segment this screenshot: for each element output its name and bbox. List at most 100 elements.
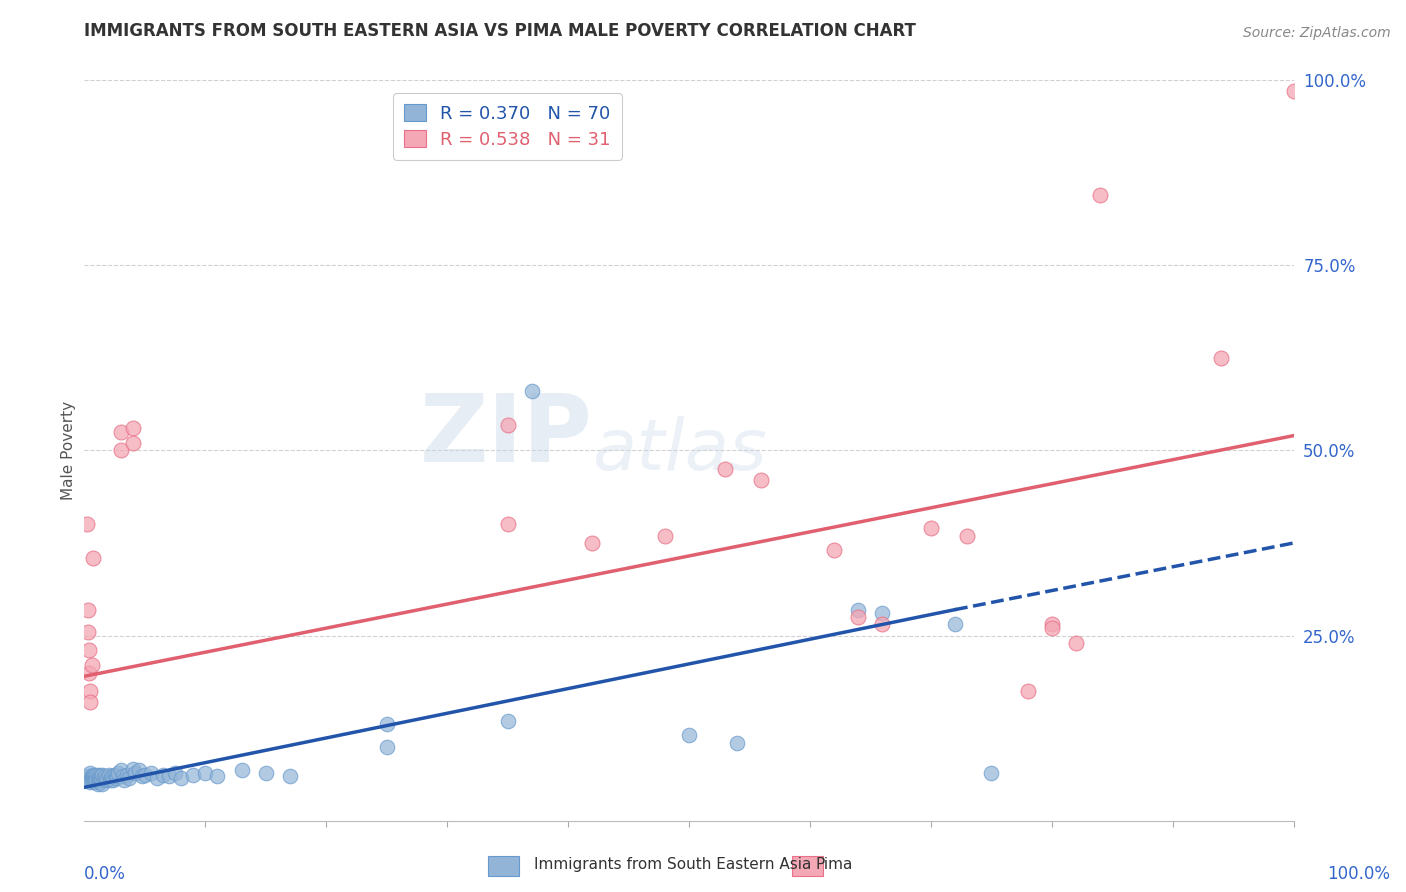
Point bbox=[91, 776, 114, 791]
Point bbox=[1209, 351, 1232, 365]
Point bbox=[91, 768, 114, 782]
Point bbox=[846, 602, 869, 616]
Point bbox=[93, 771, 115, 785]
Point bbox=[107, 765, 129, 780]
Point bbox=[128, 764, 150, 778]
Point bbox=[375, 739, 398, 754]
Point bbox=[654, 528, 676, 542]
Point bbox=[846, 610, 869, 624]
Point bbox=[96, 771, 118, 785]
Point bbox=[872, 607, 894, 621]
Point bbox=[725, 736, 748, 750]
Point bbox=[943, 617, 966, 632]
Point bbox=[207, 769, 229, 783]
Point bbox=[83, 775, 105, 789]
Point bbox=[152, 768, 174, 782]
Point bbox=[920, 521, 942, 535]
Text: Immigrants from South Eastern Asia: Immigrants from South Eastern Asia bbox=[534, 857, 811, 872]
Point bbox=[181, 768, 204, 782]
Point bbox=[1282, 84, 1305, 98]
Point bbox=[86, 776, 108, 791]
Point bbox=[97, 768, 120, 782]
Text: ZIP: ZIP bbox=[419, 390, 592, 482]
Point bbox=[170, 771, 193, 785]
Point bbox=[278, 769, 301, 783]
Point bbox=[94, 772, 117, 787]
Point bbox=[194, 765, 217, 780]
Point bbox=[86, 772, 108, 787]
Point bbox=[82, 771, 104, 785]
Point bbox=[714, 462, 737, 476]
Point bbox=[104, 771, 127, 785]
Point bbox=[110, 764, 132, 778]
Point bbox=[87, 768, 110, 782]
Point bbox=[375, 717, 398, 731]
Point bbox=[79, 695, 101, 709]
Point bbox=[581, 536, 603, 550]
Point bbox=[134, 768, 156, 782]
Point bbox=[496, 714, 519, 728]
Point bbox=[1017, 684, 1039, 698]
Point bbox=[520, 384, 543, 399]
Point bbox=[956, 528, 979, 542]
Point bbox=[121, 421, 143, 435]
Point bbox=[165, 765, 187, 780]
Point bbox=[118, 771, 141, 785]
Point bbox=[86, 768, 108, 782]
Point bbox=[1040, 621, 1063, 635]
Point bbox=[90, 769, 112, 783]
Point bbox=[872, 617, 894, 632]
Point bbox=[89, 771, 111, 785]
Point bbox=[89, 775, 111, 789]
Point bbox=[146, 771, 169, 785]
Point bbox=[76, 772, 98, 787]
Point bbox=[90, 772, 112, 787]
Point bbox=[82, 550, 104, 565]
Point bbox=[110, 425, 132, 439]
Point bbox=[139, 765, 162, 780]
Point bbox=[131, 769, 153, 783]
Point bbox=[496, 417, 519, 432]
Point bbox=[112, 769, 135, 783]
Point bbox=[100, 771, 122, 785]
Text: Pima: Pima bbox=[815, 857, 853, 872]
Point bbox=[103, 772, 125, 787]
Text: IMMIGRANTS FROM SOUTH EASTERN ASIA VS PIMA MALE POVERTY CORRELATION CHART: IMMIGRANTS FROM SOUTH EASTERN ASIA VS PI… bbox=[84, 21, 917, 39]
Point bbox=[121, 436, 143, 450]
Legend: R = 0.370   N = 70, R = 0.538   N = 31: R = 0.370 N = 70, R = 0.538 N = 31 bbox=[394, 93, 621, 160]
Y-axis label: Male Poverty: Male Poverty bbox=[60, 401, 76, 500]
Point bbox=[678, 729, 700, 743]
Text: 0.0%: 0.0% bbox=[84, 865, 127, 883]
Point bbox=[101, 769, 124, 783]
Point bbox=[76, 517, 98, 532]
Point bbox=[82, 768, 104, 782]
Text: Source: ZipAtlas.com: Source: ZipAtlas.com bbox=[1243, 26, 1391, 39]
Point bbox=[98, 772, 121, 787]
Point bbox=[79, 684, 101, 698]
Point bbox=[84, 771, 107, 785]
Point bbox=[105, 769, 128, 783]
Point bbox=[84, 772, 107, 787]
Point bbox=[94, 769, 117, 783]
Point bbox=[980, 765, 1002, 780]
Point bbox=[1040, 617, 1063, 632]
Point bbox=[496, 517, 519, 532]
Point bbox=[104, 768, 127, 782]
Point bbox=[80, 769, 103, 783]
Point bbox=[77, 643, 100, 657]
Point bbox=[1088, 188, 1111, 202]
Text: 100.0%: 100.0% bbox=[1327, 865, 1391, 883]
Point bbox=[77, 771, 100, 785]
Point bbox=[231, 764, 253, 778]
Point bbox=[110, 443, 132, 458]
Point bbox=[124, 765, 146, 780]
Point bbox=[77, 769, 100, 783]
Point bbox=[86, 771, 108, 785]
Point bbox=[254, 765, 277, 780]
Point bbox=[77, 665, 100, 680]
Point bbox=[83, 769, 105, 783]
Point bbox=[823, 543, 845, 558]
Point bbox=[87, 772, 110, 787]
Point bbox=[80, 772, 103, 787]
Point bbox=[77, 624, 100, 639]
